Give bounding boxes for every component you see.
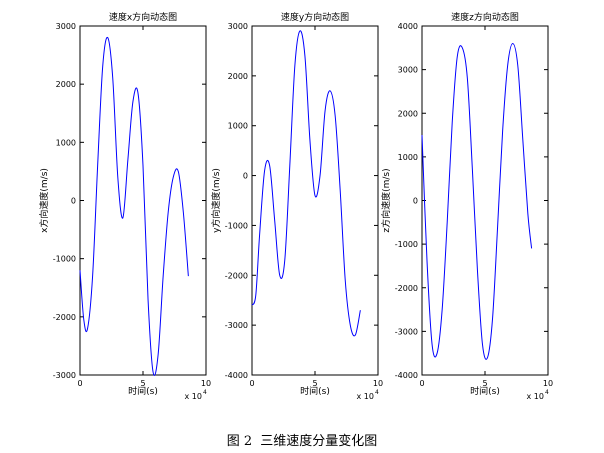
y-tick-label-z: -1000 bbox=[395, 240, 418, 249]
y-tick-label-z: 2000 bbox=[398, 109, 418, 118]
x-exponent-label-z: x 10 bbox=[527, 392, 544, 401]
x-exponent-label-x: x 10 bbox=[185, 392, 202, 401]
y-tick-label-y: 3000 bbox=[228, 22, 248, 31]
plot-frame-y bbox=[251, 25, 379, 376]
x-axis-label-x: 时间(s) bbox=[128, 385, 158, 397]
plot-frame-x bbox=[79, 25, 207, 376]
chart-y: -4000 -3000 -2000 -1000 0 1000 2000 3000 0 5 10 速度y… bbox=[210, 11, 383, 401]
x-exponent-power-x: 4 bbox=[203, 389, 207, 396]
series-line-x bbox=[79, 36, 189, 376]
x-tick-label-z: 0 bbox=[419, 379, 424, 388]
y-tick-label-x: 0 bbox=[71, 197, 76, 206]
chart-title-x: 速度x方向动态图 bbox=[109, 11, 177, 23]
x-tick-label-y: 5 bbox=[312, 379, 317, 388]
y-axis-label-y: y方向速度(m/s) bbox=[210, 168, 222, 233]
x-tick-label-y: 10 bbox=[373, 379, 383, 388]
y-tick-label-y: -4000 bbox=[225, 371, 248, 380]
y-tick-label-y: 1000 bbox=[228, 122, 248, 131]
x-exponent-label-y: x 10 bbox=[357, 392, 374, 401]
chart-title-z: 速度z方向动态图 bbox=[451, 11, 519, 23]
chart-title-y: 速度y方向动态图 bbox=[281, 11, 349, 23]
y-tick-label-z: 4000 bbox=[398, 22, 418, 31]
y-tick-label-z: 1000 bbox=[398, 153, 418, 162]
figure-caption: 图 2 三维速度分量变化图 bbox=[0, 430, 604, 449]
y-tick-label-x: 1000 bbox=[56, 138, 76, 147]
y-tick-label-x: -3000 bbox=[53, 371, 76, 380]
series-line-y bbox=[251, 30, 361, 337]
x-axis-label-y: 时间(s) bbox=[300, 385, 330, 397]
chart-z: -4000 -3000 -2000 -1000 0 1000 2000 3000 4000 0 5 1… bbox=[380, 11, 553, 401]
x-tick-label-y: 0 bbox=[249, 379, 254, 388]
y-tick-label-x: 2000 bbox=[56, 80, 76, 89]
y-tick-label-x: -1000 bbox=[53, 255, 76, 264]
x-tick-label-x: 10 bbox=[201, 379, 211, 388]
x-tick-label-x: 5 bbox=[140, 379, 145, 388]
y-axis-label-x: x方向速度(m/s) bbox=[38, 168, 50, 233]
y-tick-label-z: 0 bbox=[413, 197, 418, 206]
y-tick-label-y: 2000 bbox=[228, 72, 248, 81]
y-tick-label-z: -2000 bbox=[395, 284, 418, 293]
y-tick-label-z: -3000 bbox=[395, 327, 418, 336]
x-axis-label-z: 时间(s) bbox=[470, 385, 500, 397]
x-tick-label-x: 0 bbox=[77, 379, 82, 388]
y-tick-label-z: -4000 bbox=[395, 371, 418, 380]
caption-text: 三维速度分量变化图 bbox=[260, 434, 378, 449]
x-exponent-power-y: 4 bbox=[375, 389, 379, 396]
y-tick-label-y: -3000 bbox=[225, 321, 248, 330]
chart-x: -3000 -2000 -1000 0 1000 2000 3000 0 5 10 速度x方向动态图… bbox=[38, 11, 211, 401]
caption-label: 图 2 bbox=[226, 434, 253, 449]
x-tick-label-z: 10 bbox=[543, 379, 553, 388]
y-tick-label-z: 3000 bbox=[398, 66, 418, 75]
y-tick-label-y: 0 bbox=[243, 172, 248, 181]
y-tick-label-x: 3000 bbox=[56, 22, 76, 31]
y-tick-label-y: -1000 bbox=[225, 221, 248, 230]
x-tick-label-z: 5 bbox=[482, 379, 487, 388]
x-exponent-power-z: 4 bbox=[545, 389, 549, 396]
y-axis-label-z: z方向速度(m/s) bbox=[380, 168, 392, 232]
series-line-z bbox=[421, 42, 533, 360]
y-tick-label-x: -2000 bbox=[53, 313, 76, 322]
y-tick-label-y: -2000 bbox=[225, 271, 248, 280]
